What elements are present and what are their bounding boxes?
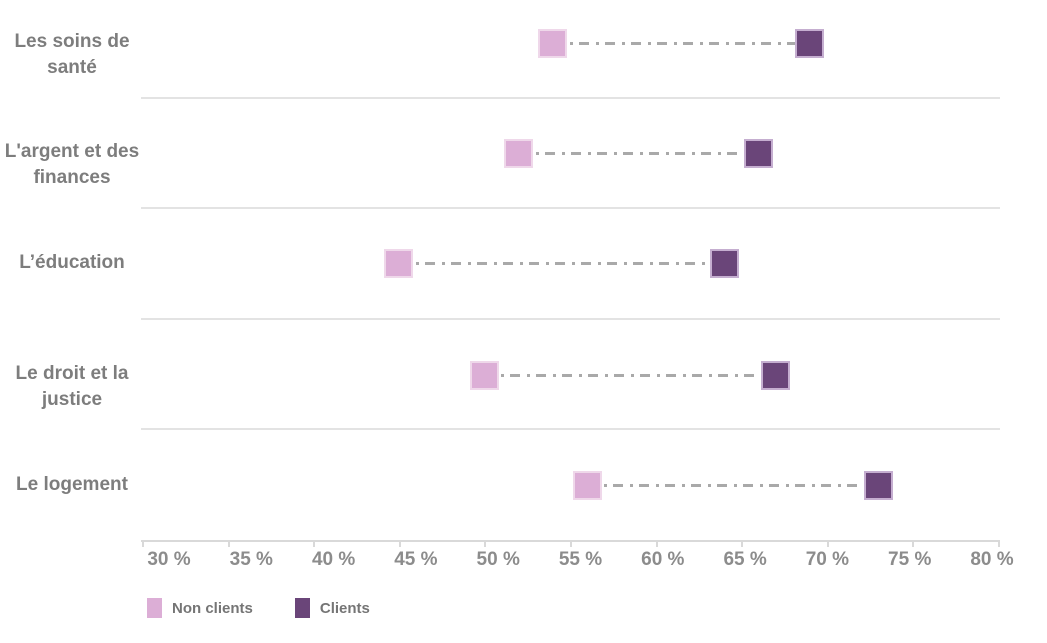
connector-line xyxy=(552,42,810,45)
x-axis-tick xyxy=(912,542,915,547)
legend-swatch-clients xyxy=(294,598,310,618)
marker-non-clients xyxy=(538,28,568,58)
category-label: Le logement xyxy=(16,474,128,495)
marker-clients xyxy=(863,470,893,500)
legend-swatch-non-clients xyxy=(147,598,162,618)
category-label: L’éducation xyxy=(19,252,125,273)
marker-non-clients xyxy=(469,360,499,390)
category-label: Le droit et la justice xyxy=(15,363,129,410)
x-axis-tick xyxy=(826,542,829,547)
category-label: Les soins de santé xyxy=(14,31,130,78)
x-axis-tick-label: 30 % xyxy=(147,549,191,570)
connector-line xyxy=(587,484,879,487)
connector-line xyxy=(518,152,759,155)
x-axis-tick xyxy=(998,542,1000,547)
x-axis-tick xyxy=(484,542,487,547)
x-axis-tick xyxy=(398,542,401,547)
row-separator xyxy=(141,207,1000,209)
marker-non-clients xyxy=(384,248,414,278)
x-axis-tick-label: 45 % xyxy=(394,549,438,570)
x-axis-line xyxy=(141,540,1000,542)
x-axis-tick xyxy=(741,542,744,547)
marker-clients xyxy=(760,360,790,390)
category-label: L'argent et des finances xyxy=(4,141,140,188)
x-axis-tick xyxy=(313,542,316,547)
x-axis-tick-label: 75 % xyxy=(888,549,932,570)
marker-clients xyxy=(743,138,773,168)
legend-label: Clients xyxy=(319,599,370,617)
x-axis-tick-label: 35 % xyxy=(229,549,273,570)
legend: Non clients Clients xyxy=(147,598,412,618)
marker-non-clients xyxy=(572,470,602,500)
x-axis-tick-label: 40 % xyxy=(311,549,356,570)
legend-item-non-clients: Non clients xyxy=(147,598,253,618)
legend-label: Non clients xyxy=(172,599,253,617)
marker-clients xyxy=(795,28,825,58)
connector-line xyxy=(484,374,776,377)
row-separator xyxy=(141,97,1000,99)
x-axis-tick-label: 50 % xyxy=(476,549,520,570)
x-axis-tick xyxy=(655,542,658,547)
legend-item-clients: Clients xyxy=(294,598,370,618)
row-separator xyxy=(141,428,1000,430)
x-axis-tick-label: 80 % xyxy=(970,549,1014,570)
marker-clients xyxy=(709,248,739,278)
x-axis-tick xyxy=(227,542,230,547)
x-axis-tick-label: 55 % xyxy=(558,549,603,570)
connector-line xyxy=(398,262,725,265)
x-axis-tick-label: 70 % xyxy=(805,549,850,570)
row-separator xyxy=(141,318,1000,320)
x-axis-tick-label: 60 % xyxy=(641,549,685,570)
x-axis-tick xyxy=(142,542,144,547)
x-axis-tick xyxy=(570,542,572,547)
x-axis-tick-label: 65 % xyxy=(723,549,767,570)
marker-non-clients xyxy=(504,138,534,168)
